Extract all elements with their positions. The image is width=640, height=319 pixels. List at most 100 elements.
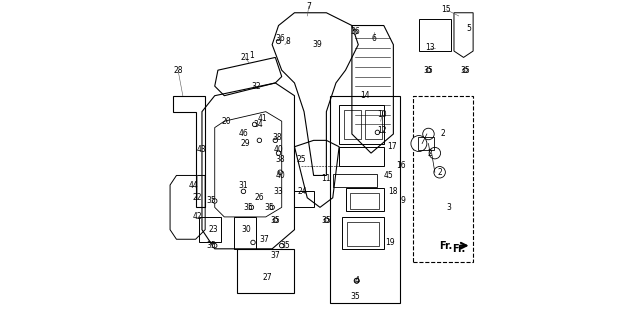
Text: 7: 7 (307, 2, 311, 11)
Circle shape (276, 39, 281, 44)
Circle shape (252, 122, 257, 127)
Text: 42: 42 (193, 212, 202, 221)
Text: 25: 25 (296, 155, 306, 164)
Text: 26: 26 (255, 193, 264, 202)
Text: 10: 10 (378, 110, 387, 119)
Circle shape (353, 30, 357, 34)
Circle shape (273, 218, 278, 222)
Circle shape (251, 240, 255, 245)
Text: 20: 20 (221, 117, 230, 126)
Text: 38: 38 (272, 133, 282, 142)
Bar (234, 217, 256, 249)
Circle shape (278, 170, 282, 174)
Circle shape (257, 138, 262, 143)
Text: 13: 13 (425, 43, 435, 52)
Text: 17: 17 (387, 142, 397, 151)
Text: 2: 2 (437, 168, 442, 177)
Text: 1: 1 (249, 51, 254, 60)
Text: 35: 35 (271, 216, 280, 225)
Bar (365, 110, 382, 139)
Bar (339, 105, 384, 144)
Circle shape (422, 128, 434, 140)
Text: 35: 35 (280, 241, 290, 250)
Text: 44: 44 (189, 181, 199, 189)
Circle shape (434, 167, 445, 178)
Text: 46: 46 (239, 130, 248, 138)
Circle shape (241, 189, 246, 194)
Text: 18: 18 (388, 187, 398, 196)
Text: 30: 30 (242, 225, 252, 234)
Bar (339, 147, 384, 166)
Text: 35: 35 (424, 66, 433, 75)
Circle shape (270, 205, 275, 210)
Bar (199, 217, 221, 242)
Text: 15: 15 (441, 5, 451, 14)
Circle shape (280, 243, 284, 248)
Circle shape (355, 278, 359, 283)
Circle shape (249, 205, 253, 210)
Text: 12: 12 (378, 126, 387, 135)
Text: 35: 35 (350, 292, 360, 301)
Text: 11: 11 (322, 174, 331, 183)
Text: Fr.: Fr. (452, 244, 465, 254)
Bar (330, 96, 400, 303)
Text: 21: 21 (240, 53, 250, 62)
Text: 4: 4 (355, 276, 359, 285)
Circle shape (212, 199, 217, 203)
Text: 37: 37 (271, 251, 280, 260)
Text: 9: 9 (401, 197, 405, 205)
Text: 27: 27 (262, 273, 272, 282)
Text: 6: 6 (372, 34, 377, 43)
Text: 19: 19 (385, 238, 395, 247)
Text: 28: 28 (173, 66, 183, 75)
Text: 36: 36 (275, 34, 285, 43)
Circle shape (426, 68, 431, 72)
Text: 40: 40 (274, 145, 284, 154)
Circle shape (463, 68, 467, 72)
Text: 34: 34 (253, 120, 262, 129)
Text: 5: 5 (466, 24, 471, 33)
Text: 36: 36 (350, 27, 360, 36)
Text: 2: 2 (440, 130, 445, 138)
Text: 29: 29 (240, 139, 250, 148)
Circle shape (212, 243, 217, 248)
Text: 43: 43 (197, 145, 207, 154)
Text: 22: 22 (193, 193, 202, 202)
Text: 2: 2 (428, 149, 433, 158)
Bar (418, 137, 433, 150)
Circle shape (411, 136, 427, 152)
Circle shape (324, 218, 328, 222)
Text: 35: 35 (207, 197, 216, 205)
Text: 23: 23 (209, 225, 218, 234)
Bar (413, 96, 473, 262)
Bar (347, 222, 379, 246)
Text: 33: 33 (274, 187, 284, 196)
Text: 45: 45 (384, 171, 394, 180)
Circle shape (276, 151, 281, 155)
Circle shape (429, 147, 440, 159)
Text: 14: 14 (360, 91, 369, 100)
Text: 37: 37 (259, 235, 269, 244)
Text: 41: 41 (258, 114, 268, 122)
Bar (294, 191, 314, 207)
Circle shape (354, 278, 359, 283)
Bar (344, 110, 362, 139)
Bar (350, 193, 379, 209)
Text: 16: 16 (397, 161, 406, 170)
Bar (419, 19, 451, 51)
Bar (333, 174, 378, 187)
Circle shape (375, 130, 380, 135)
Text: 35: 35 (460, 66, 470, 75)
Bar (346, 188, 384, 211)
Text: 35: 35 (207, 241, 216, 250)
Text: 39: 39 (312, 40, 322, 49)
Text: 8: 8 (285, 37, 291, 46)
Bar (342, 217, 384, 249)
Text: 35: 35 (243, 203, 253, 212)
Text: 35: 35 (321, 216, 332, 225)
Text: 35: 35 (264, 203, 274, 212)
Text: 38: 38 (275, 155, 285, 164)
Text: 40: 40 (275, 171, 285, 180)
Circle shape (273, 138, 278, 143)
Text: 32: 32 (252, 82, 261, 91)
